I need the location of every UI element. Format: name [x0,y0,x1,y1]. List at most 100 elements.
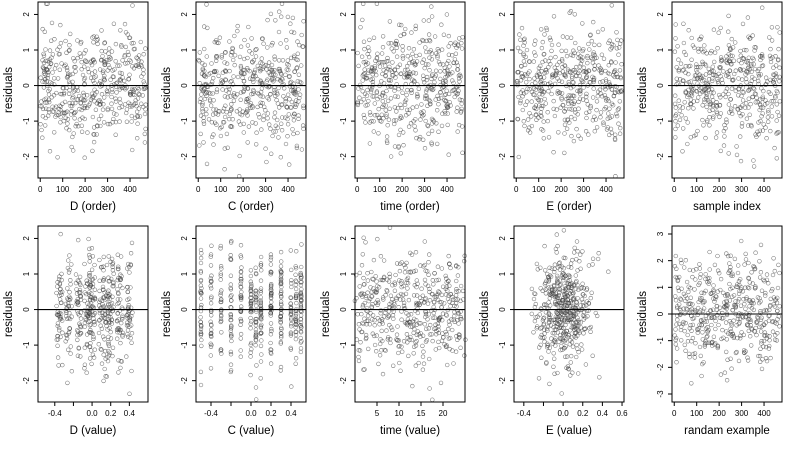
data-point [248,273,254,279]
data-point [258,89,264,95]
data-point [91,336,96,342]
data-point [294,145,300,151]
data-point [106,51,111,56]
data-point [682,49,687,55]
data-point [75,278,80,283]
data-point [683,258,688,263]
data-point [436,129,441,134]
data-point [127,57,132,63]
data-point [142,86,147,91]
data-point [238,122,243,127]
data-point [711,114,716,119]
data-point [690,43,696,48]
data-point [459,101,464,106]
data-point [85,130,90,135]
data-point [131,102,136,107]
data-point [84,370,89,375]
data-point [198,283,204,288]
data-point [105,358,111,364]
data-point [91,320,97,325]
data-point [458,283,464,289]
data-point [106,348,111,354]
data-point [231,74,236,79]
data-point [716,30,721,35]
data-point [743,306,748,311]
data-point [275,117,280,123]
data-point [777,74,782,80]
data-point [126,52,131,58]
data-point [559,391,564,396]
y-tick-label: 0 [498,307,507,312]
data-point [96,117,102,122]
y-tick-label: 1 [180,47,189,52]
data-point [699,34,704,39]
data-point [76,302,81,308]
data-point [691,106,696,111]
data-point [269,299,274,305]
data-point [766,110,771,115]
x-tick-label: 400 [599,185,613,194]
data-point [227,111,232,117]
data-point [761,88,766,94]
data-point [452,87,457,92]
data-point [532,42,537,47]
y-axis-title: residuals [161,291,173,337]
data-point [454,278,459,284]
data-point [78,316,84,321]
data-point [606,40,611,46]
data-point [364,75,370,81]
data-point [106,343,112,348]
data-point [766,108,771,113]
data-point [119,44,124,49]
data-point [759,366,765,372]
data-point [125,289,131,295]
data-point [746,96,751,101]
data-point [439,22,444,27]
y-tick-label: -1 [656,117,665,125]
x-tick-label: 0.2 [577,409,589,418]
data-point [388,293,394,298]
data-point [526,59,532,64]
data-point [568,85,574,91]
data-point [129,240,135,246]
data-point [690,88,695,94]
data-point [710,78,715,84]
data-point [268,126,273,131]
data-point [405,53,410,59]
y-axis-title: residuals [3,291,15,337]
data-point [704,104,709,110]
data-point [700,117,705,123]
data-point [127,92,133,97]
data-point [378,254,384,259]
data-point [521,37,527,42]
data-point [129,119,134,124]
data-point [125,266,130,271]
data-point [427,38,433,44]
data-point [109,276,114,282]
data-point [272,115,277,120]
data-point [427,68,432,73]
data-point [42,79,47,85]
data-point [66,304,71,309]
data-point [71,94,76,99]
data-point [102,40,108,45]
data-point [677,117,683,123]
data-point [673,22,678,27]
x-tick-label: 100 [56,185,70,194]
data-point [68,278,73,283]
data-point [584,110,589,116]
data-point [273,72,278,77]
data-point [549,42,555,48]
data-point [574,64,579,70]
data-point [259,56,264,61]
data-point [107,325,112,331]
data-point [568,70,573,75]
data-point [711,69,716,74]
data-point [120,306,125,312]
data-point [70,79,75,85]
data-point [279,128,285,133]
data-point [435,264,441,269]
data-point [453,51,459,56]
data-point [462,353,467,358]
data-point [361,39,367,44]
